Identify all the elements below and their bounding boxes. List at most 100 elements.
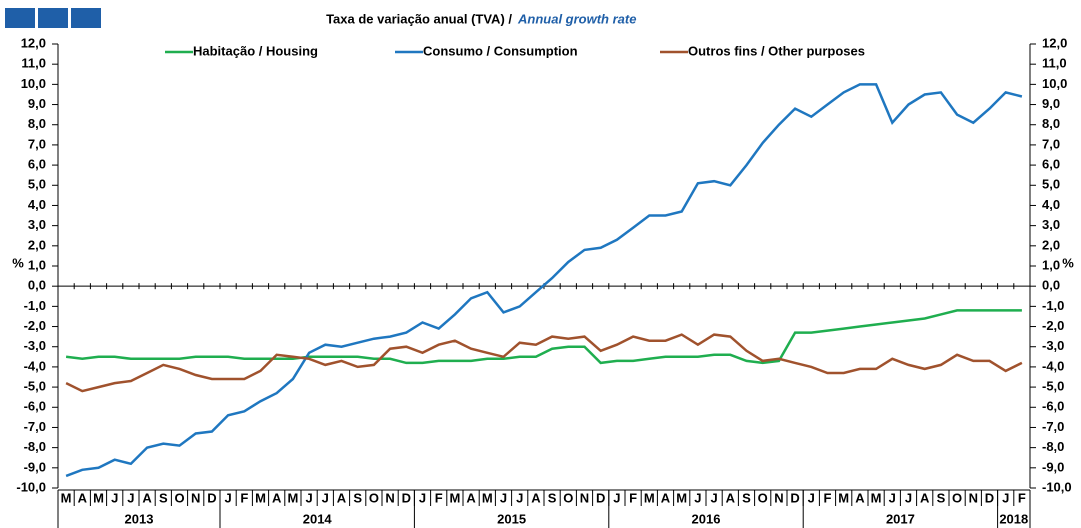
year-label: 2015 [497,511,526,526]
x-tick-label: A [661,490,671,505]
y2-tick-label: 4,0 [1042,197,1060,212]
x-tick-label: S [353,490,362,505]
y-tick-label: -1,0 [24,298,46,313]
x-tick-label: O [952,490,962,505]
logo-block [5,8,35,28]
x-tick-label: J [710,490,717,505]
series-line [65,309,1022,365]
x-tick-label: J [905,490,912,505]
y2-tick-label: -5,0 [1042,379,1064,394]
x-tick-label: D [402,490,411,505]
x-tick-label: A [531,490,541,505]
y-tick-label: 4,0 [28,197,46,212]
x-tick-label: D [790,490,799,505]
x-tick-label: A [726,490,736,505]
legend-label: Outros fins / Other purposes [688,43,865,58]
y-tick-label: 5,0 [28,177,46,192]
y-tick-label: -7,0 [24,419,46,434]
y2-tick-label: 12,0 [1042,35,1067,50]
x-tick-label: D [207,490,216,505]
year-label: 2017 [886,511,915,526]
chart-title: Taxa de variação anual (TVA) / [326,11,512,26]
x-tick-label: M [93,490,104,505]
x-tick-label: S [548,490,557,505]
y2-tick-label: 9,0 [1042,96,1060,111]
y2-tick-label: 0,0 [1042,278,1060,293]
x-tick-label: F [240,490,248,505]
x-tick-label: S [742,490,751,505]
y-tick-label: -3,0 [24,338,46,353]
x-tick-label: J [808,490,815,505]
y2-tick-label: -7,0 [1042,419,1064,434]
y2-tick-label: 1,0 [1042,257,1060,272]
x-tick-label: M [61,490,72,505]
y-tick-label: 10,0 [21,76,46,91]
year-label: 2014 [303,511,333,526]
x-tick-label: S [937,490,946,505]
y-tick-label: 2,0 [28,237,46,252]
x-tick-label: J [694,490,701,505]
y-tick-label: 1,0 [28,257,46,272]
x-tick-label: M [871,490,882,505]
y-tick-label: -10,0 [16,479,46,494]
y2-tick-label: 8,0 [1042,116,1060,131]
y2-tick-label: -9,0 [1042,459,1064,474]
x-tick-label: O [563,490,573,505]
series-line [65,333,1023,393]
y-tick-label: 8,0 [28,116,46,131]
legend-label: Habitação / Housing [193,43,318,58]
y2-tick-label: -1,0 [1042,298,1064,313]
y-tick-label: -6,0 [24,399,46,414]
y-axis-label: % [12,255,24,270]
x-tick-label: N [385,490,394,505]
y-tick-label: -2,0 [24,318,46,333]
x-tick-label: N [191,490,200,505]
y-tick-label: -8,0 [24,439,46,454]
x-tick-label: O [758,490,768,505]
y-tick-label: 3,0 [28,217,46,232]
x-tick-label: J [889,490,896,505]
y2-tick-label: 11,0 [1042,56,1067,71]
x-tick-label: D [985,490,994,505]
y2-tick-label: -3,0 [1042,338,1064,353]
y-tick-label: 11,0 [21,56,46,71]
x-tick-label: A [466,490,476,505]
y2-tick-label: -6,0 [1042,399,1064,414]
year-label: 2013 [125,511,154,526]
y2-tick-label: -2,0 [1042,318,1064,333]
x-tick-label: M [676,490,687,505]
series-line [65,83,1023,478]
y-tick-label: 12,0 [21,35,46,50]
x-tick-label: J [419,490,426,505]
x-tick-label: J [1002,490,1009,505]
x-tick-label: O [174,490,184,505]
chart-title-en: Annual growth rate [517,11,636,26]
x-tick-label: F [824,490,832,505]
x-tick-label: J [111,490,118,505]
year-label: 2018 [999,511,1028,526]
y-tick-label: 0,0 [28,278,46,293]
x-tick-label: M [255,490,266,505]
y-tick-label: 7,0 [28,136,46,151]
x-tick-label: J [500,490,507,505]
y-tick-label: 9,0 [28,96,46,111]
x-tick-label: N [774,490,783,505]
x-tick-label: M [644,490,655,505]
x-tick-label: F [1018,490,1026,505]
y2-tick-label: 2,0 [1042,237,1060,252]
y2-tick-label: -8,0 [1042,439,1064,454]
x-tick-label: A [337,490,347,505]
y-tick-label: 6,0 [28,157,46,172]
x-tick-label: S [159,490,168,505]
y2-axis-label: % [1062,255,1074,270]
x-tick-label: N [580,490,589,505]
x-tick-label: F [629,490,637,505]
x-tick-label: J [516,490,523,505]
x-tick-label: M [287,490,298,505]
y-tick-label: -5,0 [24,379,46,394]
x-tick-label: M [482,490,493,505]
y2-tick-label: 6,0 [1042,157,1060,172]
x-tick-label: A [78,490,88,505]
y2-tick-label: 3,0 [1042,217,1060,232]
